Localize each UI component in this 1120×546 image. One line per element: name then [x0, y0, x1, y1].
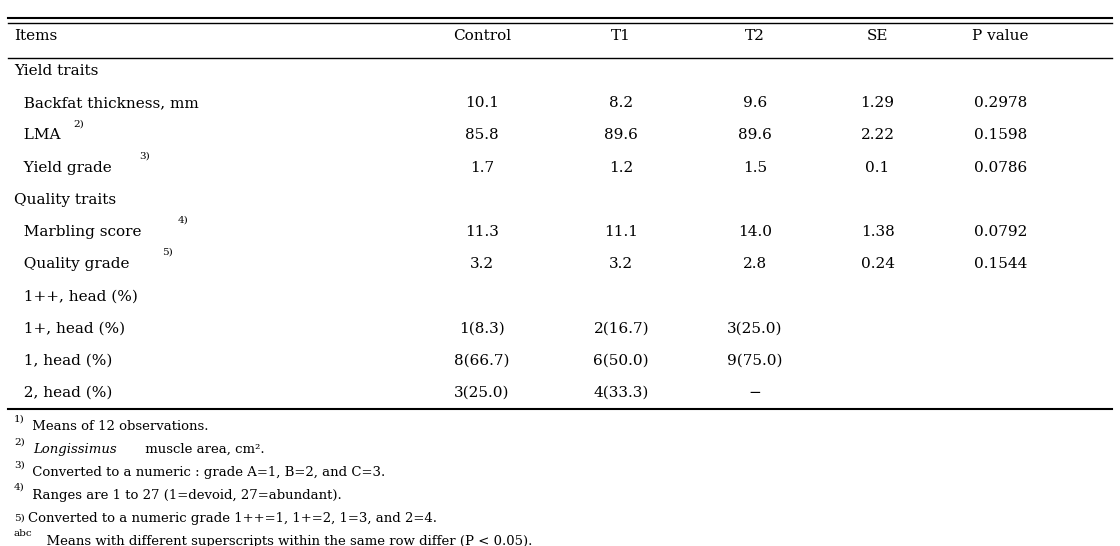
Text: 0.1598: 0.1598: [973, 128, 1027, 143]
Text: 1.2: 1.2: [609, 161, 634, 175]
Text: 5): 5): [13, 514, 25, 523]
Text: 89.6: 89.6: [605, 128, 638, 143]
Text: Control: Control: [452, 29, 511, 43]
Text: muscle area, cm².: muscle area, cm².: [140, 443, 264, 456]
Text: 6(50.0): 6(50.0): [594, 354, 650, 367]
Text: 0.2978: 0.2978: [973, 96, 1027, 110]
Text: Yield grade: Yield grade: [13, 161, 112, 175]
Text: 11.3: 11.3: [465, 225, 498, 239]
Text: T1: T1: [612, 29, 632, 43]
Text: Marbling score: Marbling score: [13, 225, 141, 239]
Text: 1.29: 1.29: [860, 96, 895, 110]
Text: 8.2: 8.2: [609, 96, 633, 110]
Text: 3(25.0): 3(25.0): [727, 322, 783, 336]
Text: 14.0: 14.0: [738, 225, 772, 239]
Text: 1++, head (%): 1++, head (%): [13, 289, 138, 304]
Text: 5): 5): [162, 248, 172, 257]
Text: T2: T2: [745, 29, 765, 43]
Text: 4): 4): [178, 216, 188, 224]
Text: Items: Items: [13, 29, 57, 43]
Text: Ranges are 1 to 27 (1=devoid, 27=abundant).: Ranges are 1 to 27 (1=devoid, 27=abundan…: [28, 489, 342, 502]
Text: Means with different superscripts within the same row differ (P < 0.05).: Means with different superscripts within…: [38, 535, 532, 546]
Text: 2): 2): [13, 437, 25, 446]
Text: abc: abc: [13, 529, 32, 538]
Text: 3): 3): [13, 460, 25, 469]
Text: LMA: LMA: [13, 128, 60, 143]
Text: 85.8: 85.8: [465, 128, 498, 143]
Text: 2, head (%): 2, head (%): [13, 386, 112, 400]
Text: 1): 1): [13, 414, 25, 423]
Text: 0.0786: 0.0786: [973, 161, 1027, 175]
Text: 4(33.3): 4(33.3): [594, 386, 648, 400]
Text: 9.6: 9.6: [743, 96, 767, 110]
Text: −: −: [748, 386, 762, 400]
Text: 8(66.7): 8(66.7): [455, 354, 510, 367]
Text: 3.2: 3.2: [470, 257, 494, 271]
Text: Quality traits: Quality traits: [13, 193, 116, 207]
Text: 0.24: 0.24: [860, 257, 895, 271]
Text: 2): 2): [74, 119, 84, 128]
Text: 1, head (%): 1, head (%): [13, 354, 112, 367]
Text: SE: SE: [867, 29, 888, 43]
Text: 10.1: 10.1: [465, 96, 500, 110]
Text: 3(25.0): 3(25.0): [455, 386, 510, 400]
Text: Converted to a numeric grade 1++=1, 1+=2, 1=3, and 2=4.: Converted to a numeric grade 1++=1, 1+=2…: [28, 512, 437, 525]
Text: 11.1: 11.1: [605, 225, 638, 239]
Text: 1(8.3): 1(8.3): [459, 322, 505, 336]
Text: 2.8: 2.8: [743, 257, 767, 271]
Text: Longissimus: Longissimus: [34, 443, 116, 456]
Text: 9(75.0): 9(75.0): [727, 354, 783, 367]
Text: 3): 3): [139, 151, 150, 161]
Text: Backfat thickness, mm: Backfat thickness, mm: [13, 96, 198, 110]
Text: 2.22: 2.22: [860, 128, 895, 143]
Text: Converted to a numeric : grade A=1, B=2, and C=3.: Converted to a numeric : grade A=1, B=2,…: [28, 466, 385, 479]
Text: 89.6: 89.6: [738, 128, 772, 143]
Text: 1.7: 1.7: [470, 161, 494, 175]
Text: 3.2: 3.2: [609, 257, 633, 271]
Text: 0.1: 0.1: [866, 161, 889, 175]
Text: Yield traits: Yield traits: [13, 64, 99, 78]
Text: 0.0792: 0.0792: [973, 225, 1027, 239]
Text: 4): 4): [13, 483, 25, 492]
Text: Means of 12 observations.: Means of 12 observations.: [28, 420, 208, 433]
Text: P value: P value: [972, 29, 1028, 43]
Text: 1.38: 1.38: [861, 225, 895, 239]
Text: 1+, head (%): 1+, head (%): [13, 322, 125, 336]
Text: 0.1544: 0.1544: [973, 257, 1027, 271]
Text: 1.5: 1.5: [743, 161, 767, 175]
Text: 2(16.7): 2(16.7): [594, 322, 650, 336]
Text: Quality grade: Quality grade: [13, 257, 130, 271]
